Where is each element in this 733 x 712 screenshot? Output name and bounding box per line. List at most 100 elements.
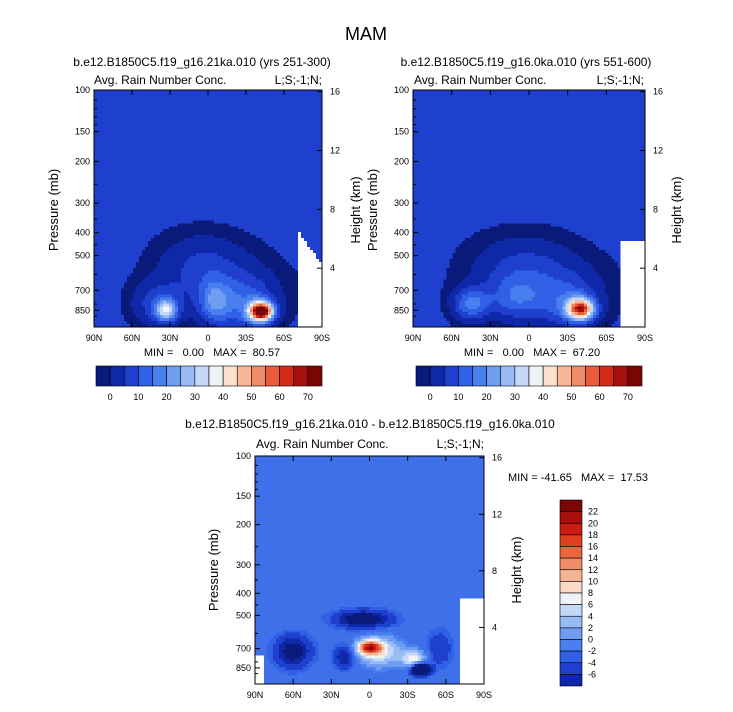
field-cell	[262, 104, 266, 109]
field-cell	[247, 116, 251, 121]
field-cell	[226, 140, 230, 144]
field-cell	[235, 110, 239, 115]
field-cell	[268, 155, 272, 159]
field-cell	[217, 101, 221, 106]
field-cell	[187, 113, 191, 118]
field-cell	[277, 149, 281, 153]
field-cell	[256, 104, 260, 109]
field-cell	[289, 101, 293, 106]
field-cell	[127, 155, 131, 159]
field-cell	[274, 128, 278, 133]
field-cell	[235, 146, 239, 150]
field-cell	[241, 104, 245, 109]
field-cell	[217, 137, 221, 141]
field-cell	[280, 149, 284, 153]
field-cell	[172, 128, 176, 133]
field-cell	[238, 137, 242, 141]
field-cell	[292, 113, 296, 118]
field-cell	[181, 95, 185, 100]
field-cell	[211, 128, 215, 133]
field-cell	[202, 92, 206, 97]
field-cell	[211, 90, 215, 94]
field-cell	[268, 125, 272, 130]
field-cell	[187, 107, 191, 112]
field-cell	[109, 143, 113, 147]
field-cell	[121, 137, 125, 141]
field-cell	[181, 104, 185, 109]
field-cell	[112, 101, 116, 106]
field-cell	[145, 125, 149, 130]
field-cell	[97, 104, 101, 109]
field-cell	[124, 104, 128, 109]
field-cell	[289, 107, 293, 112]
field-cell	[247, 92, 251, 97]
field-cell	[112, 95, 116, 100]
field-cell	[109, 122, 113, 127]
field-cell	[289, 95, 293, 100]
field-cell	[121, 155, 125, 159]
field-cell	[184, 152, 188, 156]
field-cell	[256, 125, 260, 130]
field-cell	[265, 131, 269, 136]
field-cell	[316, 119, 320, 124]
field-cell	[268, 149, 272, 153]
field-cell	[160, 137, 164, 141]
field-cell	[220, 128, 224, 133]
field-cell	[259, 98, 263, 103]
field-cell	[97, 128, 101, 133]
field-cell	[241, 143, 245, 147]
field-cell	[154, 149, 158, 153]
field-cell	[154, 134, 158, 138]
field-cell	[196, 134, 200, 138]
field-cell	[304, 143, 308, 147]
field-cell	[115, 125, 119, 130]
field-cell	[136, 122, 140, 127]
field-cell	[316, 110, 320, 115]
field-cell	[97, 146, 101, 150]
field-cell	[118, 107, 122, 112]
field-cell	[307, 146, 311, 150]
field-cell	[223, 98, 227, 103]
field-cell	[139, 134, 143, 138]
field-cell	[178, 101, 182, 106]
field-cell	[103, 152, 107, 156]
field-cell	[208, 107, 212, 112]
field-cell	[187, 143, 191, 147]
field-cell	[106, 140, 110, 144]
field-cell	[133, 128, 137, 133]
field-cell	[115, 143, 119, 147]
field-cell	[133, 98, 137, 103]
field-cell	[199, 125, 203, 130]
field-cell	[232, 119, 236, 124]
field-cell	[292, 125, 296, 130]
field-cell	[280, 128, 284, 133]
field-cell	[196, 116, 200, 121]
field-cell	[154, 110, 158, 115]
field-cell	[175, 113, 179, 118]
field-cell	[241, 110, 245, 115]
field-cell	[106, 131, 110, 136]
field-cell	[172, 92, 176, 97]
field-cell	[265, 95, 269, 100]
field-cell	[193, 119, 197, 124]
field-cell	[256, 122, 260, 127]
field-cell	[202, 116, 206, 121]
field-cell	[319, 143, 323, 147]
field-cell	[247, 128, 251, 133]
field-cell	[295, 131, 299, 136]
field-cell	[214, 137, 218, 141]
field-cell	[121, 95, 125, 100]
field-cell	[208, 110, 212, 115]
field-cell	[256, 92, 260, 97]
field-cell	[295, 122, 299, 127]
field-cell	[154, 107, 158, 112]
field-cell	[139, 155, 143, 159]
field-cell	[286, 113, 290, 118]
field-cell	[103, 140, 107, 144]
field-cell	[226, 122, 230, 127]
field-cell	[157, 146, 161, 150]
field-cell	[166, 125, 170, 130]
field-cell	[109, 110, 113, 115]
field-cell	[181, 149, 185, 153]
field-cell	[283, 134, 287, 138]
